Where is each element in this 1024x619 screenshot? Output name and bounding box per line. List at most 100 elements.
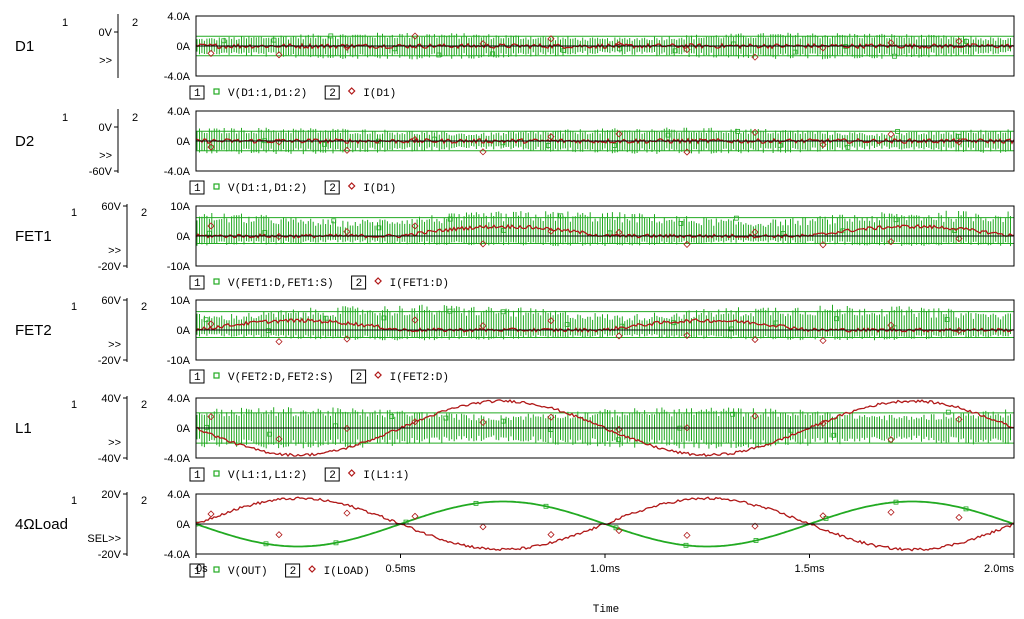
voltage-marker — [963, 506, 969, 512]
current-marker — [615, 527, 623, 535]
voltage-marker — [678, 220, 684, 226]
voltage-marker — [267, 431, 273, 437]
legend-label-voltage: V(D1:1,D1:2) — [228, 183, 307, 195]
voltage-marker — [564, 322, 570, 327]
current-marker — [343, 335, 351, 343]
current-trace — [196, 317, 1014, 333]
current-marker — [887, 436, 895, 444]
panel-title: L1 — [15, 420, 32, 437]
current-marker — [343, 228, 351, 236]
legend-label-voltage: V(L1:1,L1:2) — [228, 470, 307, 482]
current-marker — [751, 522, 759, 530]
legend-index-box — [324, 85, 340, 100]
legend-index-voltage: 1 — [194, 278, 201, 290]
plot-frame — [195, 397, 1015, 459]
square-marker-icon — [213, 88, 220, 95]
voltage-marker — [672, 48, 678, 54]
current-marker — [751, 412, 759, 420]
current-marker — [683, 531, 691, 539]
left-axis-tick-label: 60V — [101, 201, 121, 213]
legend-label-current: I(D1) — [363, 183, 396, 195]
current-marker — [819, 512, 827, 520]
current-marker — [207, 222, 215, 230]
current-marker — [547, 531, 555, 539]
current-marker — [275, 338, 283, 346]
diamond-marker-icon — [347, 469, 356, 477]
right-axis-tick-label: 10A — [170, 201, 190, 213]
left-axis-tick-label: 60V — [101, 295, 121, 307]
voltage-marker — [840, 228, 846, 234]
current-marker — [955, 513, 963, 522]
legend-index-box — [324, 467, 340, 482]
right-axis-tick-label: -4.0A — [164, 71, 191, 83]
voltage-marker — [619, 323, 625, 329]
voltage-marker — [753, 538, 759, 543]
left-axis-number: 1 — [71, 301, 77, 313]
left-axis-marker: >> — [99, 150, 112, 162]
left-axis-marker: >> — [99, 55, 112, 67]
left-axis-tick-label: 20V — [101, 489, 121, 501]
plot-frame — [195, 299, 1015, 361]
current-marker — [819, 337, 827, 345]
right-axis-tick-label: 4.0A — [167, 11, 190, 23]
right-axis-tick-label: 10A — [170, 295, 190, 307]
legend-index-voltage: 1 — [194, 183, 201, 195]
x-axis-title: Time — [593, 604, 619, 616]
voltage-marker — [945, 409, 951, 415]
voltage-marker — [831, 432, 837, 438]
voltage-marker — [893, 499, 899, 505]
current-marker — [887, 238, 895, 246]
left-axis-marker: >> — [108, 437, 121, 449]
left-axis-tick-label: -20V — [98, 261, 122, 273]
voltage-trace — [196, 304, 1011, 341]
voltage-marker — [271, 37, 277, 43]
diamond-marker-icon — [374, 277, 382, 285]
voltage-marker — [389, 414, 395, 419]
right-axis-tick-label: -10A — [167, 355, 191, 367]
right-axis-number: 2 — [132, 17, 138, 29]
voltage-marker — [203, 317, 209, 323]
voltage-marker — [963, 38, 969, 44]
voltage-marker — [436, 52, 442, 58]
voltage-marker — [616, 437, 621, 443]
panel-title: D2 — [15, 133, 34, 150]
voltage-marker — [735, 128, 741, 134]
plot-frame — [195, 205, 1015, 267]
right-axis-tick-label: -4.0A — [164, 166, 191, 178]
current-marker — [547, 317, 555, 325]
legend-label-current: I(FET1:D) — [390, 278, 449, 290]
right-axis-tick-label: -4.0A — [164, 549, 191, 561]
panel-title: D1 — [15, 38, 34, 55]
current-marker — [819, 419, 827, 427]
current-marker — [207, 49, 215, 57]
x-axis-tick-label: 0s — [196, 563, 208, 575]
plot-traces — [196, 210, 1014, 249]
left-axis-tick-label: -60V — [89, 166, 113, 178]
current-marker — [275, 232, 283, 241]
left-axis-marker: >> — [108, 339, 121, 351]
diamond-marker-icon — [308, 565, 316, 573]
right-axis-number: 2 — [141, 301, 147, 313]
legend-index-current: 2 — [356, 372, 363, 384]
left-axis-number: 1 — [71, 399, 77, 411]
current-marker — [887, 508, 895, 516]
x-axis-tick-label: 0.5ms — [386, 563, 416, 575]
current-marker — [683, 331, 691, 340]
current-marker — [411, 32, 419, 40]
voltage-marker — [392, 46, 398, 52]
voltage-marker — [944, 317, 950, 322]
voltage-marker — [893, 217, 899, 223]
current-marker — [887, 321, 895, 329]
legend-index-box — [285, 563, 301, 578]
current-marker — [955, 37, 963, 45]
current-marker — [479, 240, 487, 248]
x-axis-tick-label: 1.0ms — [590, 563, 620, 575]
right-axis-tick-label: 0A — [177, 231, 191, 243]
legend-label-voltage: V(FET2:D,FET2:S) — [228, 372, 334, 384]
current-marker — [547, 227, 555, 235]
current-marker — [955, 235, 963, 243]
current-marker — [547, 133, 555, 141]
legend-index-current: 2 — [329, 470, 336, 482]
current-marker — [751, 53, 759, 61]
